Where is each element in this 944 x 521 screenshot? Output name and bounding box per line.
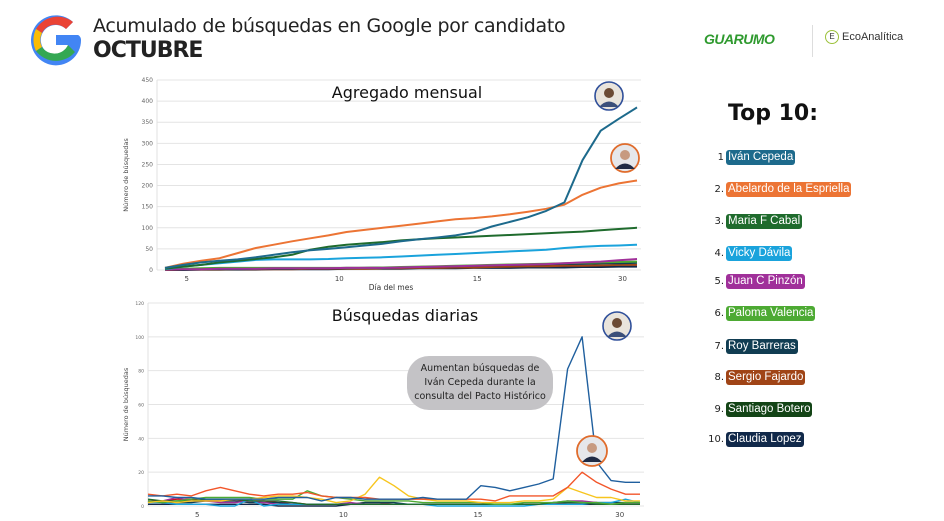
y-tick-label: 120 — [135, 301, 144, 307]
legend-rank: 5. — [714, 276, 724, 287]
legend-label: Maria F Cabal — [726, 214, 803, 229]
chart-title: Agregado mensual — [332, 83, 482, 102]
y-tick-label: 100 — [135, 335, 144, 341]
legend-rank: 2. — [714, 184, 724, 195]
chart-agregado-mensual: 0 50 100 150 200 250 300 350 400 450 5 10 15 30 Agrega… — [122, 77, 641, 292]
legend-rank: 10. — [708, 434, 724, 445]
legend-rank: 7. — [714, 341, 724, 352]
series-line — [164, 179, 638, 269]
series-line — [147, 490, 640, 505]
series-line — [164, 106, 638, 269]
y-tick-label: 200 — [142, 183, 154, 190]
legend-label: Sergio Fajardo — [726, 370, 806, 385]
legend-item: 3. Maria F Cabal — [700, 214, 803, 229]
ecoanalitica-icon: E — [825, 30, 839, 44]
legend-item: 1 Iván Cepeda — [700, 150, 796, 165]
x-tick-label: 15 — [473, 275, 482, 283]
y-tick-label: 60 — [138, 403, 144, 409]
avatar-ivan-cepeda-top — [594, 81, 624, 111]
legend-label: Roy Barreras — [726, 339, 798, 354]
x-tick-label: 10 — [339, 511, 348, 519]
legend-label: Claudia Lopez — [726, 432, 804, 447]
y-tick-label: 450 — [142, 77, 154, 84]
x-tick-label: 30 — [615, 511, 624, 519]
legend-rank: 8. — [714, 372, 724, 383]
series-line — [164, 258, 638, 271]
page-subtitle: OCTUBRE — [93, 38, 203, 63]
legend-rank: 6. — [714, 308, 724, 319]
logo-divider — [812, 25, 813, 57]
y-tick-label: 50 — [145, 246, 153, 253]
annotation-callout: Aumentan búsquedas de Iván Cepeda durant… — [407, 356, 553, 410]
legend-label: Santiago Botero — [726, 402, 813, 417]
legend-item: 5. Juan C Pinzón — [700, 274, 805, 289]
avatar-abelardo-bottom — [576, 435, 608, 467]
x-tick-label: 5 — [195, 511, 199, 519]
y-tick-label: 400 — [142, 98, 154, 105]
legend-label: Iván Cepeda — [726, 150, 796, 165]
legend-item: 10. Claudia Lopez — [700, 432, 804, 447]
chart-title: Búsquedas diarias — [332, 306, 479, 325]
x-tick-label: 30 — [618, 275, 627, 283]
series-line — [148, 336, 640, 502]
chart-busquedas-diarias: 0 20 40 60 80 100 120 5 10 15 30 Búsquedas diarias N… — [122, 301, 644, 519]
legend-item: 2. Abelardo de la Espriella — [700, 182, 852, 197]
x-tick-label: 5 — [185, 275, 189, 283]
legend-label: Vicky Dávila — [726, 246, 793, 261]
x-tick-label: 15 — [473, 511, 482, 519]
x-axis-title: Día del mes — [369, 283, 414, 292]
y-tick-label: 300 — [142, 140, 154, 147]
avatar-ivan-cepeda-bottom — [602, 311, 632, 341]
legend-rank: 9. — [714, 404, 724, 415]
y-tick-label: 350 — [142, 119, 154, 126]
y-tick-label: 0 — [141, 504, 144, 510]
google-logo-icon — [31, 15, 82, 66]
legend-item: 9. Santiago Botero — [700, 402, 813, 417]
y-axis-title: Número de búsquedas — [122, 367, 130, 441]
y-tick-label: 40 — [138, 436, 144, 442]
legend-rank: 1 — [717, 152, 724, 163]
legend-label: Paloma Valencia — [726, 306, 816, 321]
x-tick-label: 10 — [335, 275, 344, 283]
legend-item: 6. Paloma Valencia — [700, 306, 816, 321]
legend-rank: 4. — [714, 248, 724, 259]
ecoanalitica-logo: E EcoAnalítica — [825, 30, 903, 44]
legend-label: Abelardo de la Espriella — [726, 182, 852, 197]
y-tick-label: 80 — [138, 369, 144, 375]
y-tick-label: 0 — [149, 267, 153, 274]
ecoanalitica-label: EcoAnalítica — [842, 31, 904, 43]
legend-title: Top 10: — [728, 101, 819, 126]
legend-label: Juan C Pinzón — [726, 274, 805, 289]
legend-item: 4. Vicky Dávila — [700, 246, 793, 261]
y-tick-label: 20 — [138, 470, 144, 476]
avatar-abelardo-top — [610, 143, 640, 173]
y-tick-label: 100 — [142, 225, 154, 232]
y-axis-title: Número de búsquedas — [122, 138, 130, 212]
legend-item: 8. Sergio Fajardo — [700, 370, 806, 385]
y-tick-label: 150 — [142, 204, 154, 211]
legend-item: 7. Roy Barreras — [700, 339, 798, 354]
legend-rank: 3. — [714, 216, 724, 227]
page-title: Acumulado de búsquedas en Google por can… — [93, 15, 566, 37]
y-tick-label: 250 — [142, 161, 154, 168]
guarumo-logo: GUARUMO — [704, 31, 775, 47]
